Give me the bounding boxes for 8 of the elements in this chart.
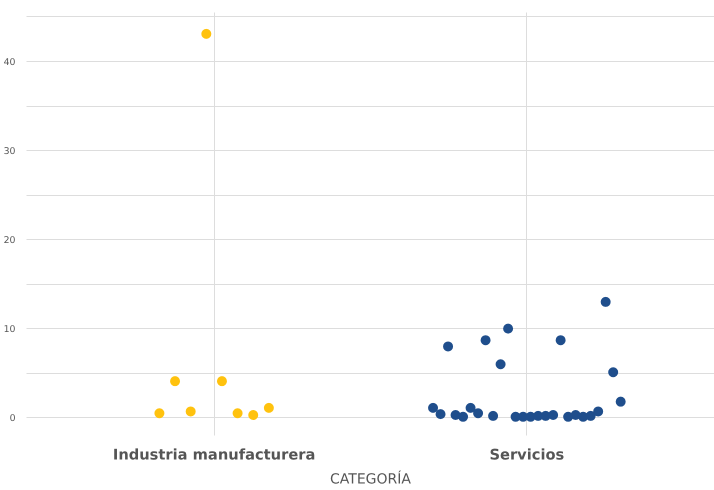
- x-tick-label: Servicios: [489, 446, 565, 464]
- y-tick-label: 0: [10, 413, 16, 424]
- y-tick-label: 40: [4, 56, 16, 68]
- x-axis-title: CATEGORÍA: [330, 470, 412, 488]
- y-tick-label: 30: [4, 146, 16, 158]
- y-tick-label: 10: [4, 324, 16, 336]
- y-tick-label: 20: [4, 235, 16, 246]
- x-tick-label: Industria manufacturera: [112, 446, 316, 464]
